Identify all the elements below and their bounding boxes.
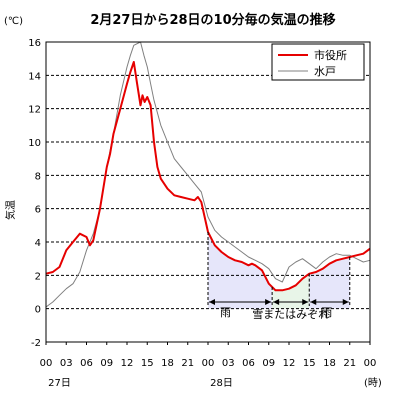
y-unit-label: (℃) [4,16,23,27]
legend-label-shiyakusho: 市役所 [314,48,347,62]
arrowhead-left [310,299,317,305]
y-tick-label: 10 [28,138,41,149]
x-tick-label: 06 [80,358,93,369]
y-tick-label: 0 [35,305,41,316]
arrowhead-left [273,299,280,305]
x-tick-label: 18 [161,358,174,369]
legend-box [271,43,365,81]
y-tick-label: 14 [28,71,41,82]
chart-title: 2月27日から28日の10分毎の気温の推移 [90,12,335,28]
y-tick-label: 16 [28,38,41,49]
y-axis-label: 気温 [4,200,17,220]
legend-label-mito: 水戸 [314,65,336,78]
arrowhead-right [342,299,349,305]
annotation-label-2: 雨 [321,306,332,319]
y-tick-label: 6 [35,205,41,216]
x-tick-label: 03 [60,358,73,369]
y-tick-label: 12 [28,105,41,116]
day-label: 27日 [48,378,71,389]
weather-region-0 [208,232,273,309]
x-tick-label: 15 [141,358,154,369]
y-tick-label: -2 [31,338,41,349]
x-tick-label: 06 [242,358,255,369]
x-tick-label: 09 [100,358,113,369]
x-tick-label: 03 [222,358,235,369]
x-tick-label: 18 [323,358,336,369]
x-tick-label: 00 [364,358,377,369]
y-tick-label: 4 [35,238,41,249]
x-tick-label: 21 [181,358,194,369]
annotation-layer: 雨雪またはみぞれ雨 [207,232,351,321]
weather-region-2 [309,257,350,309]
series-line-shiyakusho [45,61,371,292]
annotation-label-1: 雪またはみぞれ [252,308,329,321]
y-tick-label: 2 [35,271,41,282]
x-tick-label: 12 [283,358,296,369]
x-unit-label: (時) [364,377,382,389]
x-tick-label: 09 [262,358,275,369]
weather-shading-layer [208,232,350,309]
x-tick-label: 00 [40,358,53,369]
day-label: 28日 [210,378,233,389]
annotation-label-0: 雨 [220,306,231,319]
x-tick-label: 00 [202,358,215,369]
x-tick-label: 21 [343,358,356,369]
tick-label-layer: -2 0 2 4 6 8 10 12 14 16 00 03 06 09 12 15 18 21 00 03 06 09 1… [28,38,376,389]
arrowhead-right [265,299,272,305]
x-tick-label: 15 [303,358,316,369]
arrowhead-right [302,299,309,305]
series-layer [45,41,371,308]
x-tick-label: 12 [121,358,134,369]
legend: 市役所 水戸 [271,43,365,81]
y-tick-label: 8 [35,171,41,182]
arrowhead-left [209,299,215,305]
